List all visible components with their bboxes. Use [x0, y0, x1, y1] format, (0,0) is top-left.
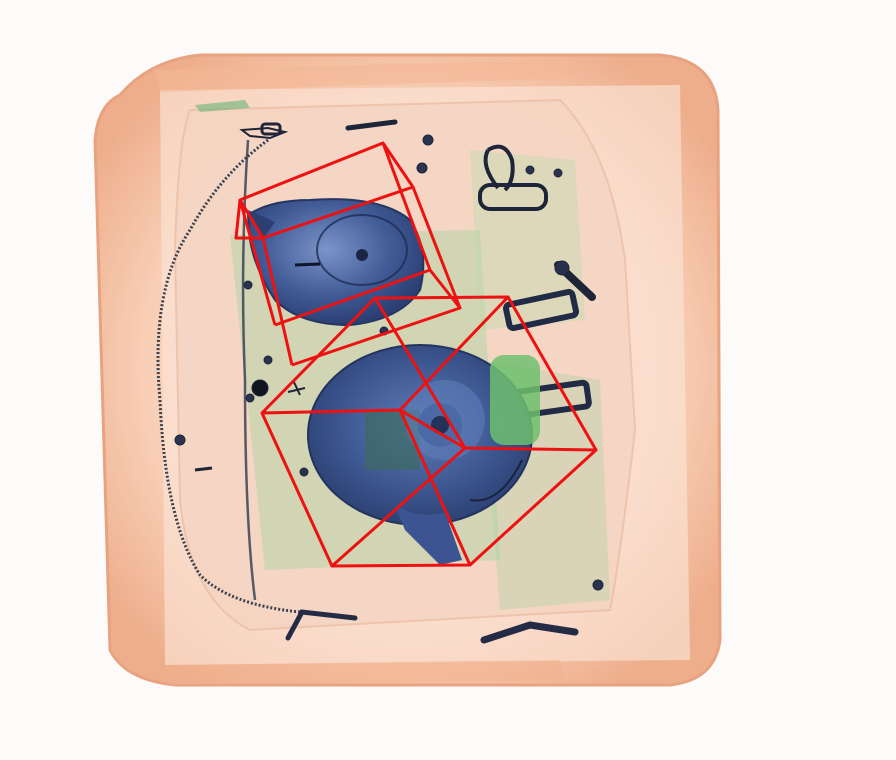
zipper-pull-left — [285, 609, 358, 641]
zipper-pull-bottom — [480, 621, 579, 644]
strap-loop-1 — [502, 288, 580, 332]
dense-object-lower — [307, 344, 540, 565]
zipper-pull-right — [554, 260, 596, 301]
detection-box-2 — [260, 295, 598, 568]
detection-box-1 — [234, 141, 462, 367]
buckle — [478, 144, 548, 211]
dense-object-upper — [246, 198, 425, 327]
